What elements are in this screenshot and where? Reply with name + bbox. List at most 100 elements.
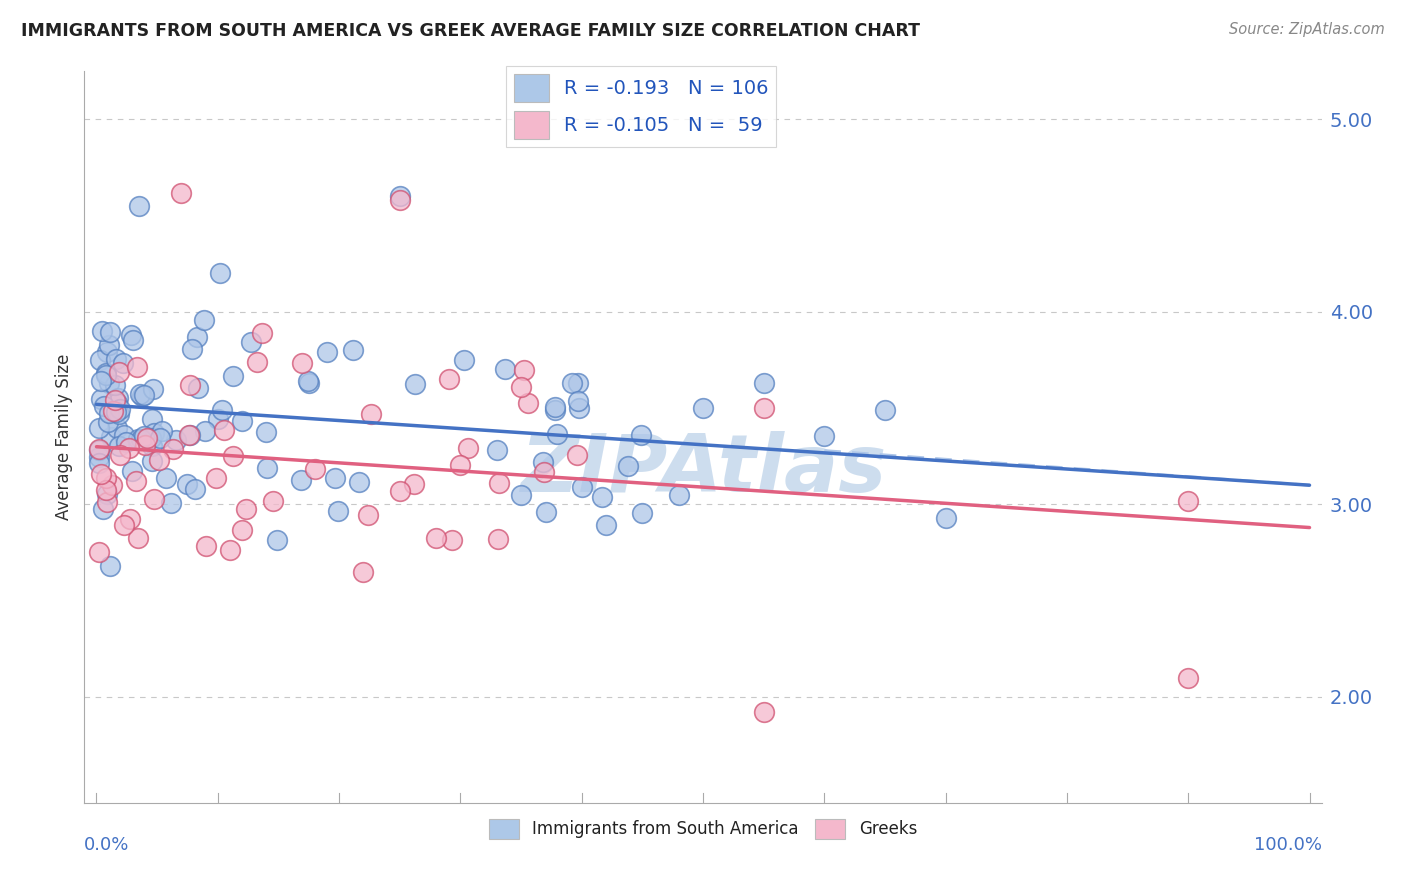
- Point: [304, 462, 326, 476]
- Point: [246, 355, 269, 369]
- Point: [235, 502, 257, 516]
- Point: [567, 394, 589, 409]
- Point: [121, 464, 143, 478]
- Point: [127, 531, 149, 545]
- Point: [935, 511, 957, 525]
- Point: [440, 533, 463, 547]
- Point: [108, 449, 131, 463]
- Point: [533, 466, 555, 480]
- Point: [512, 363, 534, 377]
- Point: [488, 532, 510, 546]
- Point: [118, 441, 141, 455]
- Point: [96, 345, 118, 359]
- Point: [388, 194, 411, 208]
- Point: [231, 524, 253, 538]
- Point: [122, 334, 145, 348]
- Point: [254, 425, 277, 439]
- Point: [94, 368, 117, 382]
- Point: [112, 517, 135, 532]
- Point: [104, 378, 127, 392]
- Text: IMMIGRANTS FROM SOUTH AMERICA VS GREEK AVERAGE FAMILY SIZE CORRELATION CHART: IMMIGRANTS FROM SOUTH AMERICA VS GREEK A…: [21, 22, 920, 40]
- Point: [214, 424, 236, 438]
- Point: [141, 454, 163, 468]
- Point: [179, 427, 201, 442]
- Point: [132, 429, 155, 443]
- Point: [486, 443, 509, 458]
- Point: [752, 401, 775, 415]
- Point: [262, 494, 284, 508]
- Point: [89, 456, 111, 470]
- Point: [96, 495, 118, 509]
- Point: [141, 439, 163, 453]
- Point: [546, 426, 568, 441]
- Point: [149, 431, 172, 445]
- Point: [91, 324, 114, 338]
- Point: [97, 376, 120, 391]
- Point: [120, 512, 142, 526]
- Point: [165, 433, 187, 447]
- Point: [162, 442, 184, 456]
- Point: [222, 369, 245, 384]
- Point: [101, 478, 124, 492]
- Point: [100, 430, 122, 444]
- Point: [127, 432, 149, 446]
- Point: [134, 388, 156, 402]
- Point: [631, 506, 654, 520]
- Point: [357, 508, 380, 523]
- Point: [87, 450, 110, 465]
- Point: [110, 401, 132, 416]
- Point: [222, 449, 245, 463]
- Point: [240, 334, 263, 349]
- Point: [98, 558, 121, 573]
- Point: [531, 455, 554, 469]
- Point: [155, 471, 177, 485]
- Point: [94, 471, 117, 485]
- Point: [207, 411, 229, 425]
- Point: [630, 428, 652, 442]
- Point: [668, 488, 690, 502]
- Point: [349, 475, 371, 489]
- Point: [135, 431, 157, 445]
- Point: [129, 432, 152, 446]
- Point: [250, 326, 273, 340]
- Point: [90, 392, 112, 407]
- Point: [177, 428, 200, 442]
- Point: [388, 189, 411, 203]
- Point: [186, 330, 208, 344]
- Point: [104, 392, 127, 407]
- Point: [568, 401, 591, 415]
- Point: [179, 378, 201, 392]
- Point: [108, 365, 131, 379]
- Point: [125, 474, 148, 488]
- Point: [211, 402, 233, 417]
- Point: [87, 442, 110, 456]
- Point: [298, 376, 321, 390]
- Point: [290, 473, 312, 487]
- Point: [205, 471, 228, 485]
- Point: [94, 483, 117, 497]
- Point: [536, 505, 558, 519]
- Point: [291, 356, 314, 370]
- Point: [97, 406, 120, 420]
- Point: [453, 352, 475, 367]
- Point: [112, 356, 135, 370]
- Text: Source: ZipAtlas.com: Source: ZipAtlas.com: [1229, 22, 1385, 37]
- Point: [315, 345, 337, 359]
- Point: [104, 352, 127, 367]
- Point: [326, 504, 349, 518]
- Point: [105, 396, 128, 410]
- Point: [494, 361, 516, 376]
- Point: [184, 482, 207, 496]
- Point: [134, 438, 156, 452]
- Point: [752, 706, 775, 720]
- Point: [142, 382, 165, 396]
- Point: [120, 327, 142, 342]
- Point: [176, 477, 198, 491]
- Point: [108, 439, 131, 453]
- Point: [129, 387, 152, 401]
- Point: [297, 375, 319, 389]
- Point: [517, 395, 540, 409]
- Point: [90, 374, 112, 388]
- Point: [404, 376, 426, 391]
- Point: [439, 372, 461, 386]
